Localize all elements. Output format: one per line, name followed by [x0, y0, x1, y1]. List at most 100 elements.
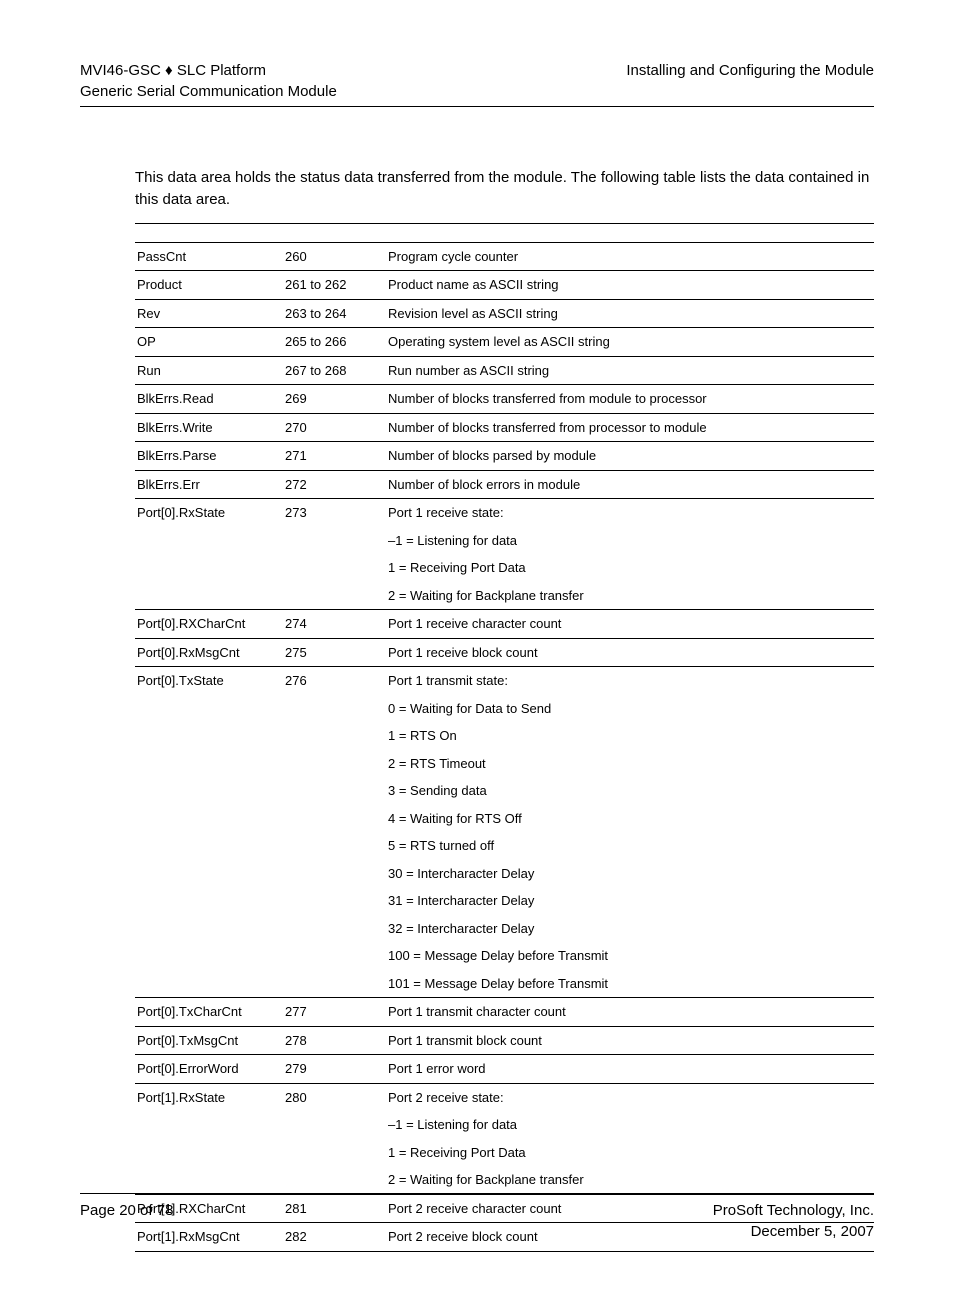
- cell-offset: [283, 805, 386, 833]
- cell-description: 31 = Intercharacter Delay: [386, 887, 874, 915]
- cell-offset: [283, 915, 386, 943]
- status-table: PassCnt260Program cycle counterProduct26…: [135, 242, 874, 1252]
- cell-offset: [283, 1111, 386, 1139]
- cell-offset: 280: [283, 1083, 386, 1111]
- cell-offset: 279: [283, 1055, 386, 1084]
- cell-name: Port[0].RxState: [135, 499, 283, 527]
- cell-name: Port[0].TxCharCnt: [135, 998, 283, 1027]
- page: MVI46-GSC ♦ SLC Platform Generic Serial …: [0, 0, 954, 1292]
- cell-name: Port[0].RxMsgCnt: [135, 638, 283, 667]
- header-left: MVI46-GSC ♦ SLC Platform Generic Serial …: [80, 60, 337, 102]
- cell-description: Program cycle counter: [386, 242, 874, 271]
- cell-description: 3 = Sending data: [386, 777, 874, 805]
- cell-name: [135, 832, 283, 860]
- cell-name: Port[1].RxState: [135, 1083, 283, 1111]
- cell-description: Port 1 transmit block count: [386, 1026, 874, 1055]
- cell-offset: 274: [283, 610, 386, 639]
- cell-name: [135, 915, 283, 943]
- cell-offset: [283, 695, 386, 723]
- cell-offset: 275: [283, 638, 386, 667]
- cell-name: [135, 1166, 283, 1194]
- cell-name: BlkErrs.Read: [135, 385, 283, 414]
- cell-description: –1 = Listening for data: [386, 527, 874, 555]
- cell-name: [135, 805, 283, 833]
- cell-description: Operating system level as ASCII string: [386, 328, 874, 357]
- cell-description: 32 = Intercharacter Delay: [386, 915, 874, 943]
- cell-name: PassCnt: [135, 242, 283, 271]
- cell-name: Port[0].ErrorWord: [135, 1055, 283, 1084]
- cell-description: Port 1 receive block count: [386, 638, 874, 667]
- cell-description: Port 1 transmit character count: [386, 998, 874, 1027]
- table-row: Port[0].ErrorWord279Port 1 error word: [135, 1055, 874, 1084]
- header-section: Installing and Configuring the Module: [626, 60, 874, 81]
- table-row: BlkErrs.Read269Number of blocks transfer…: [135, 385, 874, 414]
- table-row: BlkErrs.Parse271Number of blocks parsed …: [135, 442, 874, 471]
- footer-company: ProSoft Technology, Inc.: [713, 1200, 874, 1221]
- table-row: BlkErrs.Write270Number of blocks transfe…: [135, 413, 874, 442]
- table-top-rule: [135, 223, 874, 242]
- cell-name: [135, 1111, 283, 1139]
- cell-description: 101 = Message Delay before Transmit: [386, 970, 874, 998]
- page-header: MVI46-GSC ♦ SLC Platform Generic Serial …: [80, 60, 874, 107]
- page-footer: Page 20 of 78 ProSoft Technology, Inc. D…: [80, 1193, 874, 1242]
- cell-name: [135, 970, 283, 998]
- cell-description: Port 1 error word: [386, 1055, 874, 1084]
- cell-description: Run number as ASCII string: [386, 356, 874, 385]
- cell-offset: 260: [283, 242, 386, 271]
- table-row: Port[0].RXCharCnt274Port 1 receive chara…: [135, 610, 874, 639]
- cell-name: [135, 887, 283, 915]
- cell-description: Number of blocks transferred from proces…: [386, 413, 874, 442]
- cell-offset: 276: [283, 667, 386, 695]
- cell-offset: 261 to 262: [283, 271, 386, 300]
- cell-name: [135, 750, 283, 778]
- cell-offset: [283, 832, 386, 860]
- cell-offset: [283, 1139, 386, 1167]
- cell-description: 4 = Waiting for RTS Off: [386, 805, 874, 833]
- cell-offset: [283, 1166, 386, 1194]
- cell-offset: [283, 860, 386, 888]
- cell-offset: 271: [283, 442, 386, 471]
- cell-name: Run: [135, 356, 283, 385]
- table-row: OP265 to 266Operating system level as AS…: [135, 328, 874, 357]
- cell-offset: [283, 722, 386, 750]
- cell-name: Port[0].RXCharCnt: [135, 610, 283, 639]
- cell-name: [135, 582, 283, 610]
- cell-name: [135, 527, 283, 555]
- header-product: MVI46-GSC ♦ SLC Platform: [80, 60, 337, 81]
- cell-description: 2 = RTS Timeout: [386, 750, 874, 778]
- cell-description: Port 2 receive state:: [386, 1083, 874, 1111]
- cell-offset: [283, 582, 386, 610]
- cell-name: BlkErrs.Parse: [135, 442, 283, 471]
- cell-name: [135, 860, 283, 888]
- cell-name: Rev: [135, 299, 283, 328]
- table-row: Port[1].RxState280Port 2 receive state:–…: [135, 1083, 874, 1194]
- cell-description: 2 = Waiting for Backplane transfer: [386, 582, 874, 610]
- cell-offset: [283, 942, 386, 970]
- cell-description: 100 = Message Delay before Transmit: [386, 942, 874, 970]
- footer-right: ProSoft Technology, Inc. December 5, 200…: [713, 1200, 874, 1242]
- cell-description: Port 1 receive character count: [386, 610, 874, 639]
- cell-description: 1 = Receiving Port Data: [386, 1139, 874, 1167]
- status-table-wrap: PassCnt260Program cycle counterProduct26…: [135, 242, 874, 1252]
- table-row: Port[0].RxMsgCnt275Port 1 receive block …: [135, 638, 874, 667]
- cell-description: Port 1 receive state:: [386, 499, 874, 527]
- cell-offset: 272: [283, 470, 386, 499]
- table-row: Product261 to 262Product name as ASCII s…: [135, 271, 874, 300]
- cell-description: Product name as ASCII string: [386, 271, 874, 300]
- footer-date: December 5, 2007: [713, 1221, 874, 1242]
- cell-offset: [283, 970, 386, 998]
- cell-description: 0 = Waiting for Data to Send: [386, 695, 874, 723]
- cell-offset: [283, 750, 386, 778]
- cell-offset: 265 to 266: [283, 328, 386, 357]
- cell-name: Product: [135, 271, 283, 300]
- cell-description: Port 1 transmit state:: [386, 667, 874, 695]
- header-subtitle: Generic Serial Communication Module: [80, 81, 337, 102]
- cell-offset: 270: [283, 413, 386, 442]
- cell-name: Port[0].TxMsgCnt: [135, 1026, 283, 1055]
- cell-name: [135, 554, 283, 582]
- cell-name: [135, 722, 283, 750]
- header-right: Installing and Configuring the Module: [626, 60, 874, 102]
- table-row: BlkErrs.Err272Number of block errors in …: [135, 470, 874, 499]
- cell-name: BlkErrs.Write: [135, 413, 283, 442]
- cell-name: BlkErrs.Err: [135, 470, 283, 499]
